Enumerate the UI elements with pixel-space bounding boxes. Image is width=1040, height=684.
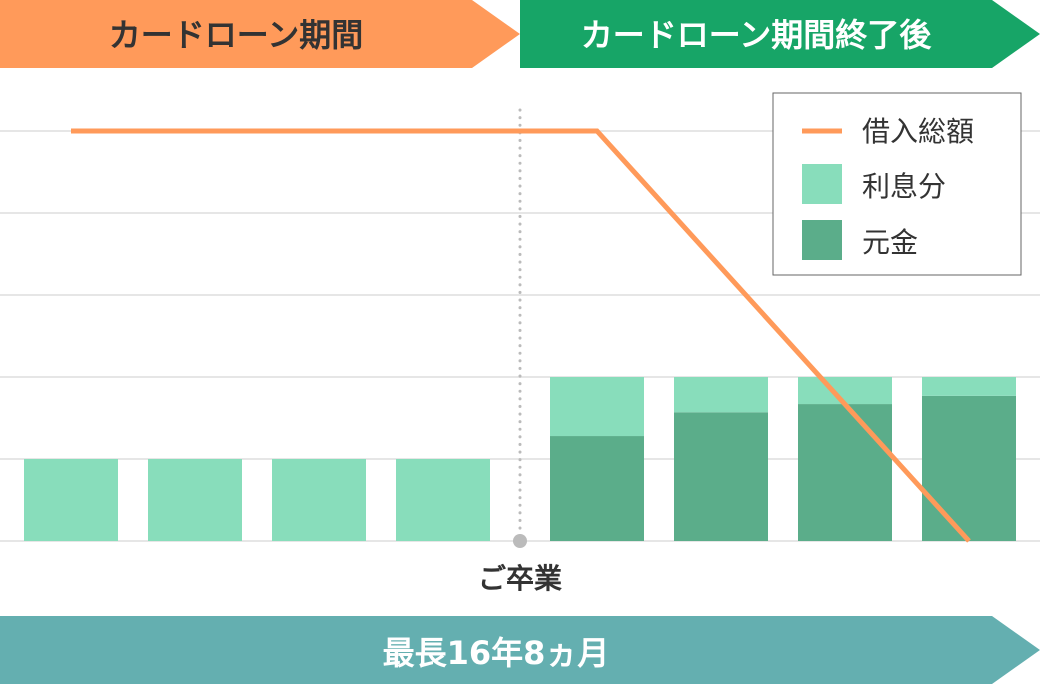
legend: 借入総額 利息分 元金: [772, 92, 1022, 276]
bar-principal-6: [674, 412, 768, 541]
bar-principal-8: [922, 395, 1016, 541]
legend-label-total-borrowed: 借入総額: [862, 115, 974, 148]
legend-swatch-principal: [802, 220, 842, 260]
bar-interest-1: [24, 459, 118, 541]
legend-label-interest: 利息分: [862, 170, 946, 203]
legend-swatch-interest: [802, 164, 842, 204]
bar-interest-5: [550, 377, 644, 437]
legend-label-principal: 元金: [862, 226, 918, 259]
bar-interest-6: [674, 377, 768, 413]
bar-interest-8: [922, 377, 1016, 396]
card-loan-period-banner: [0, 0, 520, 68]
bar-principal-7: [798, 404, 892, 541]
total-borrowed-line: [71, 128, 971, 543]
max-duration-banner: [0, 616, 1040, 684]
after-card-loan-label: カードローン期間終了後: [581, 16, 932, 54]
bar-interest-3: [272, 459, 366, 541]
bar-principal-5: [550, 436, 644, 541]
graduation-marker-dot: [513, 534, 527, 548]
after-card-loan-banner: [520, 0, 1040, 68]
bar-interest-7: [798, 377, 892, 405]
graduation-label: ご卒業: [478, 562, 562, 595]
card-loan-period-label: カードローン期間: [109, 16, 363, 54]
max-duration-label: 最長16年8ヵ月: [383, 634, 610, 672]
bar-interest-2: [148, 459, 242, 541]
bar-interest-4: [396, 459, 490, 541]
